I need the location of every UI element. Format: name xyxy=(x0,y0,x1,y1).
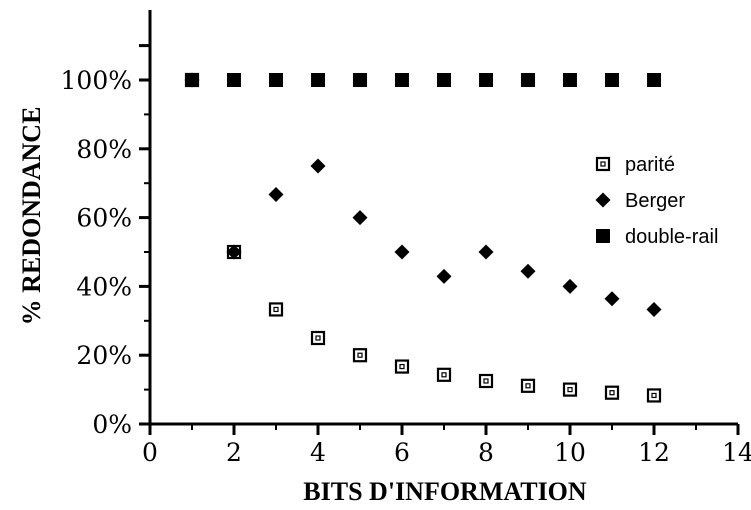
data-point xyxy=(647,73,661,87)
data-point xyxy=(436,268,452,284)
y-tick-label: 20% xyxy=(76,341,132,370)
y-tick-label: 100% xyxy=(61,66,132,95)
series-diamond xyxy=(184,72,662,317)
data-point xyxy=(605,73,619,87)
data-point xyxy=(394,359,410,374)
data-point xyxy=(521,73,535,87)
x-tick-label: 14 xyxy=(722,438,751,467)
data-point xyxy=(478,373,494,389)
data-point xyxy=(310,330,326,346)
y-tick-label: 40% xyxy=(76,272,132,301)
data-point xyxy=(646,388,662,403)
data-point xyxy=(227,73,241,87)
x-tick-label: 4 xyxy=(310,438,326,467)
legend: parité Berger double-rail xyxy=(595,154,718,248)
data-marks xyxy=(184,72,662,403)
data-point xyxy=(185,73,199,87)
data-point xyxy=(604,385,620,400)
legend-item: Berger xyxy=(595,190,685,212)
x-tick-label: 6 xyxy=(394,438,410,467)
data-point xyxy=(437,73,451,87)
data-point xyxy=(352,348,368,363)
legend-marker xyxy=(595,156,611,172)
x-tick-label: 0 xyxy=(142,438,158,467)
legend-item: parité xyxy=(595,154,675,176)
data-point xyxy=(394,244,410,260)
x-axis-title: BITS D'INFORMATION xyxy=(303,477,587,506)
data-point xyxy=(562,278,578,294)
data-point xyxy=(646,301,662,317)
data-point xyxy=(310,158,326,174)
data-point xyxy=(311,73,325,87)
y-axis-title: % REDONDANCE xyxy=(17,107,46,326)
data-point xyxy=(520,263,536,279)
legend-label: parité xyxy=(625,154,675,176)
legend-marker xyxy=(596,229,610,243)
data-point xyxy=(352,210,368,226)
data-point xyxy=(478,244,494,260)
legend-label: double-rail xyxy=(625,226,718,248)
x-tick-label: 8 xyxy=(478,438,494,467)
data-point xyxy=(520,378,536,393)
legend-marker xyxy=(595,192,611,208)
series-open-square xyxy=(184,72,662,403)
legend-item: double-rail xyxy=(596,226,718,248)
axis-ticks xyxy=(139,44,740,435)
x-tick-label: 12 xyxy=(638,438,670,467)
y-tick-label: 0% xyxy=(92,410,132,439)
data-point xyxy=(269,73,283,87)
data-point xyxy=(395,73,409,87)
legend-label: Berger xyxy=(625,190,685,212)
y-tick-label: 80% xyxy=(76,135,132,164)
x-tick-label: 2 xyxy=(226,438,242,467)
data-point xyxy=(562,382,578,397)
data-point xyxy=(268,187,284,203)
series-filled-square xyxy=(185,73,661,87)
data-point xyxy=(268,302,284,317)
data-point xyxy=(563,73,577,87)
data-point xyxy=(436,367,452,382)
y-tick-label: 60% xyxy=(76,204,132,233)
data-point xyxy=(479,73,493,87)
axis-tick-labels: 0 2 4 6 8 10 12 14 0% 20% 40% 60% 80% 100% xyxy=(61,66,751,467)
data-point xyxy=(353,73,367,87)
plot-area: 0 2 4 6 8 10 12 14 0% 20% 40% 60% 80% 100% xyxy=(61,10,751,467)
data-point xyxy=(604,291,620,307)
x-tick-label: 10 xyxy=(554,438,586,467)
data-point xyxy=(226,244,242,260)
